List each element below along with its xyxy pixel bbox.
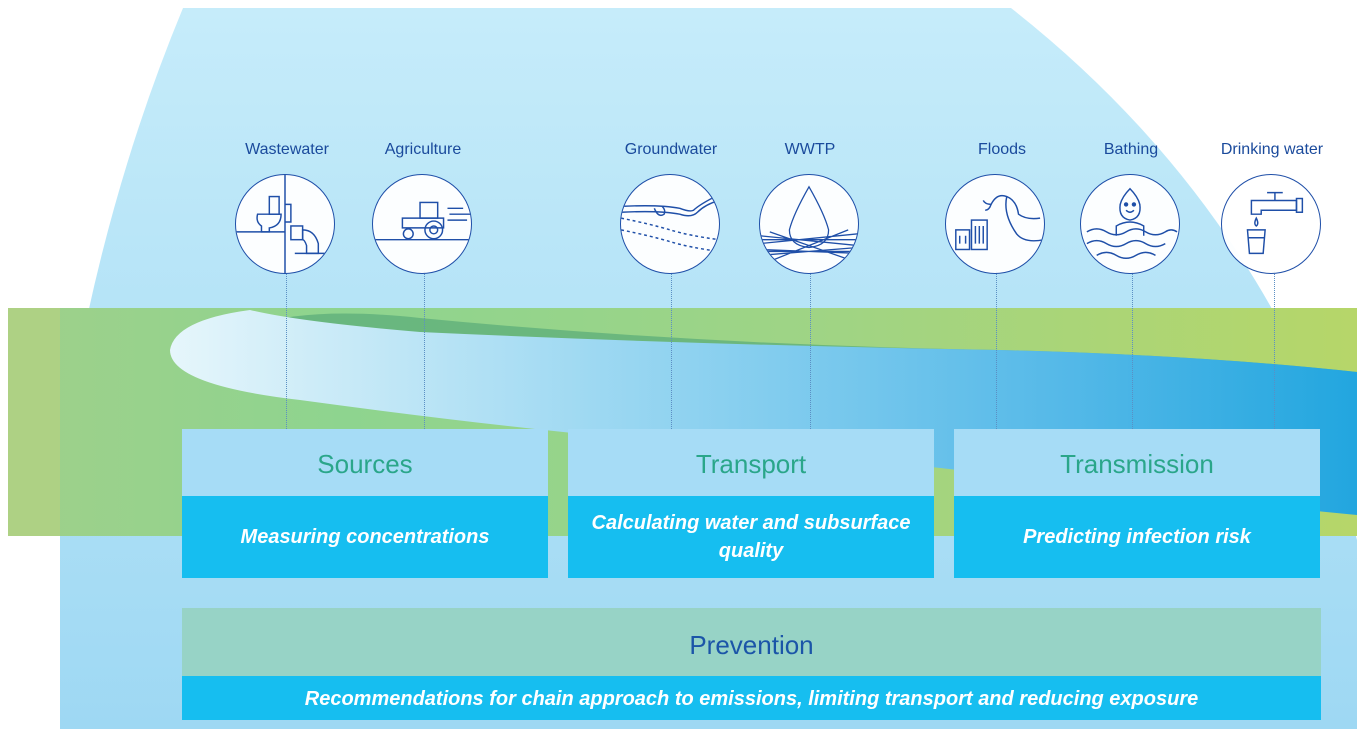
prevention-description: Recommendations for chain approach to em… bbox=[182, 676, 1321, 720]
flood-wave-icon bbox=[945, 174, 1045, 274]
groundwater-layers-icon bbox=[620, 174, 720, 274]
toilet-pipe-icon bbox=[235, 174, 335, 274]
stage-sources: Sources Measuring concentrations bbox=[182, 429, 548, 578]
connector-groundwater bbox=[671, 271, 672, 429]
stage-sources-title: Sources bbox=[182, 429, 548, 496]
water-drop-filter-icon bbox=[759, 174, 859, 274]
connector-agriculture bbox=[424, 271, 425, 429]
label-bathing: Bathing bbox=[1103, 141, 1159, 158]
connector-bathing bbox=[1132, 271, 1133, 429]
stage-transport-description: Calculating water and subsurface quality bbox=[568, 496, 934, 578]
label-floods: Floods bbox=[977, 141, 1027, 158]
connector-drinking-water bbox=[1274, 271, 1275, 429]
stage-sources-description: Measuring concentrations bbox=[182, 496, 548, 578]
label-agriculture: Agriculture bbox=[384, 141, 462, 158]
label-wastewater: Wastewater bbox=[245, 141, 329, 158]
prevention-title: Prevention bbox=[182, 608, 1321, 676]
stage-transmission: Transmission Predicting infection risk bbox=[954, 429, 1320, 578]
prevention-box: Prevention Recommendations for chain app… bbox=[182, 608, 1321, 720]
stage-transport: Transport Calculating water and subsurfa… bbox=[568, 429, 934, 578]
connector-floods bbox=[996, 271, 997, 429]
stage-transport-title: Transport bbox=[568, 429, 934, 496]
connector-wastewater bbox=[286, 271, 287, 429]
label-groundwater: Groundwater bbox=[624, 141, 718, 158]
connector-wwtp bbox=[810, 271, 811, 429]
tractor-icon bbox=[372, 174, 472, 274]
label-drinking-water: Drinking water bbox=[1220, 141, 1324, 158]
swimmer-icon bbox=[1080, 174, 1180, 274]
tap-glass-icon bbox=[1221, 174, 1321, 274]
stage-transmission-title: Transmission bbox=[954, 429, 1320, 496]
stage-transmission-description: Predicting infection risk bbox=[954, 496, 1320, 578]
label-wwtp: WWTP bbox=[784, 141, 836, 158]
